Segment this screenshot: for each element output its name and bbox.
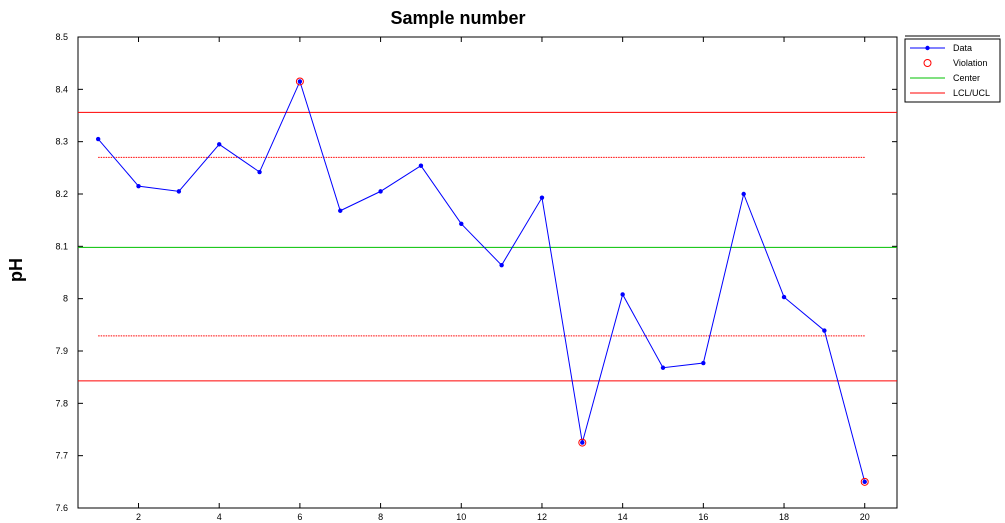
x-tick-label: 20 [860,512,870,522]
violation-marker [860,477,869,486]
x-tick-label: 14 [618,512,628,522]
data-point [499,262,504,268]
data-point [741,191,746,197]
data-point [136,183,141,189]
x-tick-label: 6 [297,512,302,522]
legend-label: Data [953,43,972,53]
violation-marker [578,438,587,447]
x-tick-label: 18 [779,512,789,522]
reference-lines [78,111,897,382]
legend: Data Violation Center LCL/UCL [904,35,1001,103]
data-point [217,142,222,147]
y-tick-label: 7.7 [55,451,68,461]
data-point [338,208,343,213]
data-point [418,163,424,168]
violation-marker [295,77,304,86]
data-point [176,189,182,194]
data-line [97,80,866,482]
data-point [297,79,303,84]
legend-label: LCL/UCL [953,88,990,98]
x-tick-label: 12 [537,512,547,522]
x-tick-label: 2 [136,512,141,522]
y-axis-label: pH [6,258,26,282]
x-tick-label: 4 [217,512,222,522]
data-point [620,292,625,297]
y-tick-label: 8.1 [55,241,68,251]
y-tick-label: 8.2 [55,189,68,199]
x-tick-label: 16 [698,512,708,522]
data-series [95,77,869,486]
data-point [701,360,706,366]
legend-swatch-data-marker [925,45,930,51]
data-point [459,221,464,227]
y-tick-label: 8 [63,294,68,304]
legend-label: Violation [953,58,987,68]
chart-title: Sample number [390,8,525,28]
y-tick-label: 7.8 [55,398,68,408]
x-tick-label: 10 [456,512,466,522]
data-point [539,195,545,200]
y-tick-label: 7.6 [55,503,68,513]
data-point [660,365,666,370]
legend-swatch-violation [923,59,932,67]
x-tick-label: 8 [378,512,383,522]
y-tick-label: 8.5 [55,32,68,42]
legend-box [904,38,1001,103]
y-tick-label: 7.9 [55,346,68,356]
legend-label: Center [953,73,980,83]
data-point [580,440,585,445]
data-point [822,328,827,333]
data-point [257,169,262,175]
y-tick-label: 8.4 [55,84,68,94]
y-tick-label: 8.3 [55,137,68,147]
data-point [781,294,787,300]
data-point [862,479,867,485]
data-point [378,189,383,194]
data-point [95,136,101,142]
axis-ticks: 2 4 6 8 10 12 14 16 18 20 7.6 7.7 7.8 7.9 8 8.1 8.2 8.3 8.… [55,32,897,522]
plot-area-frame [77,36,898,509]
